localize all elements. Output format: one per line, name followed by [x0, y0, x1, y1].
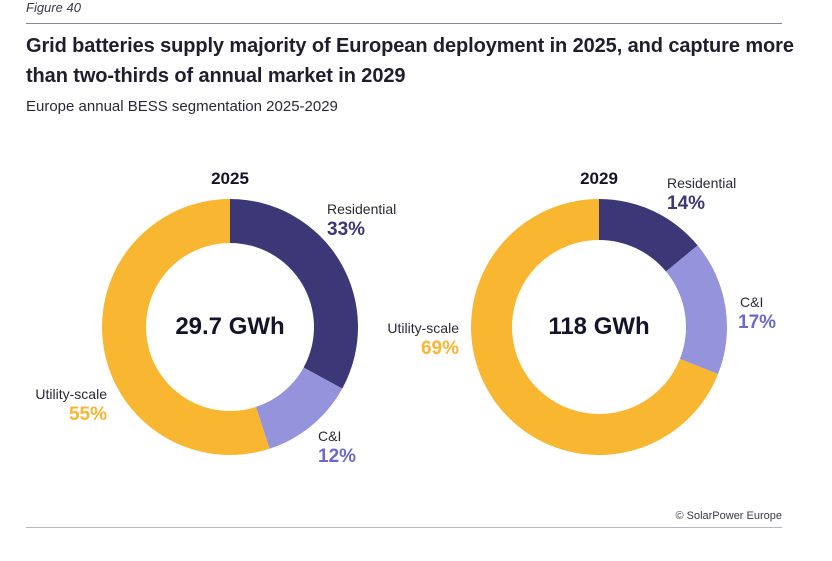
label-utility-scale: Utility-scale [35, 386, 107, 402]
value-utility-scale: 55% [69, 404, 107, 425]
value-ci: 12% [318, 446, 356, 467]
value-residential: 33% [327, 219, 365, 240]
chart-title: Grid batteries supply majority of Europe… [26, 35, 794, 87]
value-residential: 14% [667, 193, 705, 214]
donut-total-label: 118 GWh [548, 313, 649, 340]
label-utility-scale: Utility-scale [387, 320, 459, 336]
value-utility-scale: 69% [421, 338, 459, 359]
donut-2025: 2025 29.7 GWh Residential 33% C&I 12% Ut… [35, 169, 396, 467]
slice-residential [599, 199, 698, 272]
figure-label: Figure 40 [26, 0, 81, 15]
value-ci: 17% [738, 312, 776, 333]
donut-year-label: 2025 [211, 169, 249, 188]
label-residential: Residential [327, 201, 396, 217]
donut-total-label: 29.7 GWh [175, 313, 284, 340]
slice-utility-scale [101, 199, 270, 455]
label-residential: Residential [667, 175, 736, 191]
slice-utility-scale [471, 199, 719, 455]
top-divider [26, 23, 782, 24]
label-ci: C&I [318, 428, 341, 444]
label-ci: C&I [740, 294, 763, 310]
source-credit: © SolarPower Europe [675, 510, 782, 522]
bottom-divider [26, 527, 782, 528]
slice-residential [230, 199, 359, 389]
slice-ci [255, 367, 343, 449]
slice-ci [666, 245, 727, 375]
donut-2029: 2029 118 GWh Residential 14% C&I 17% Uti… [387, 169, 776, 455]
chart-subtitle: Europe annual BESS segmentation 2025-202… [26, 98, 338, 115]
donut-year-label: 2029 [580, 169, 618, 188]
